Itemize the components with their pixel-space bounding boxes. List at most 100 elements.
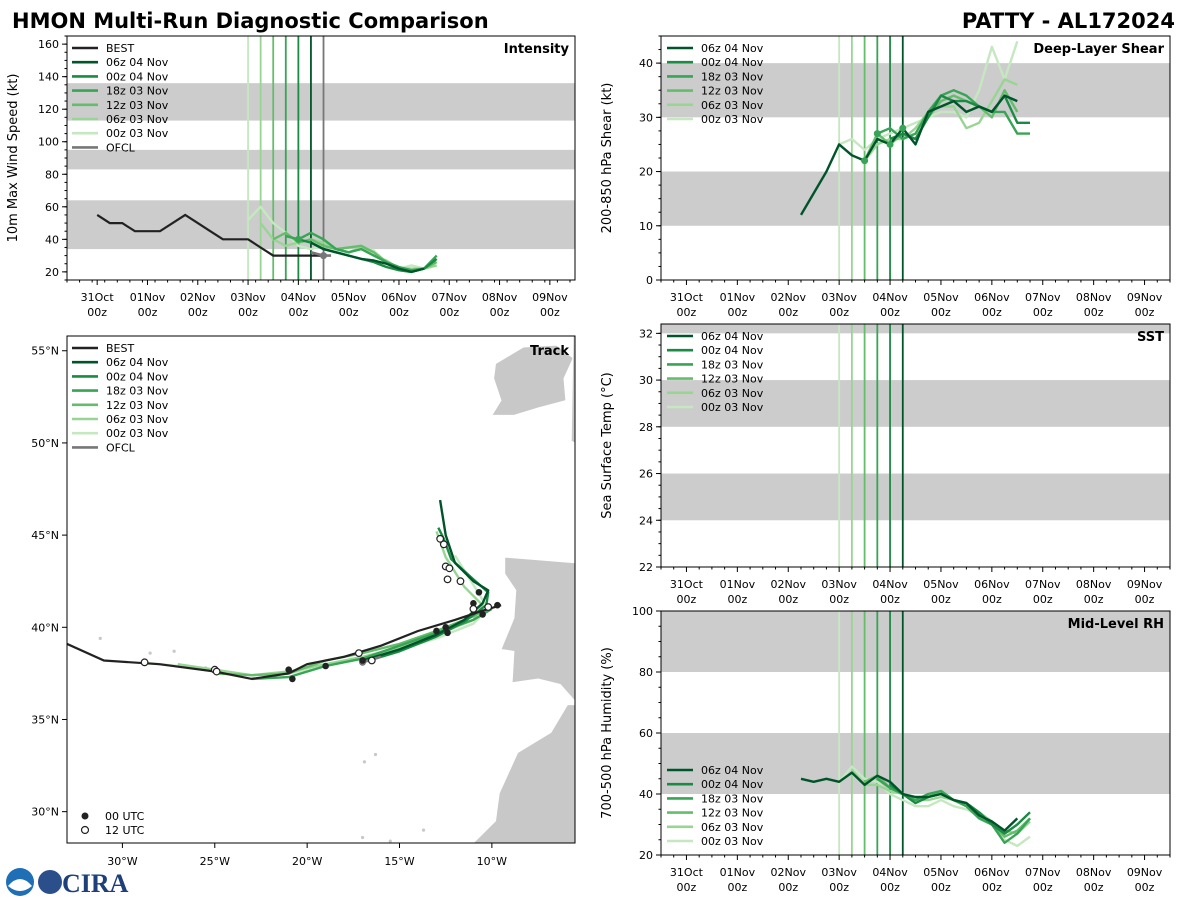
y-tick-label: 20 — [639, 166, 653, 179]
x-tick-label: 08Nov — [1076, 578, 1112, 591]
x-tick-label: 00z — [1033, 881, 1053, 894]
y-axis-label: Sea Surface Temp (°C) — [600, 372, 615, 519]
y-tick-label: 22 — [639, 561, 653, 574]
cira-logo-text: CIRA — [62, 869, 129, 898]
shade-band — [67, 83, 575, 121]
legend-label: 18z 03 Nov — [106, 385, 169, 398]
lat-tick-label: 30°N — [31, 806, 59, 819]
legend-label: 06z 03 Nov — [701, 387, 764, 400]
y-tick-label: 20 — [45, 266, 59, 279]
point-12utc — [445, 564, 454, 573]
legend-label: 00z 03 Nov — [701, 835, 764, 848]
series-line-00z-04-Nov — [889, 94, 1030, 141]
legend-label: 12z 03 Nov — [106, 99, 169, 112]
data-marker — [886, 140, 894, 148]
data-marker — [294, 235, 302, 243]
x-tick-label: 02Nov — [771, 291, 807, 304]
island — [172, 649, 176, 653]
x-tick-label: 00z — [931, 881, 951, 894]
storm-id-title: PATTY - AL172024 — [962, 9, 1175, 33]
x-tick-label: 31Oct — [670, 291, 704, 304]
y-tick-label: 60 — [45, 201, 59, 214]
y-tick-label: 40 — [639, 57, 653, 70]
point-00utc — [442, 623, 449, 631]
island — [360, 835, 365, 840]
noaa-wave-icon — [8, 879, 32, 891]
point-00utc — [470, 600, 477, 607]
legend-label: 18z 03 Nov — [701, 70, 764, 83]
legend-label: 12z 03 Nov — [701, 85, 764, 98]
legend-label: 00 UTC — [105, 810, 145, 823]
x-tick-label: 01Nov — [130, 291, 166, 304]
point-00utc — [494, 601, 501, 609]
x-tick-label: 00z — [778, 306, 798, 319]
x-tick-label: 00z — [880, 881, 900, 894]
x-tick-label: 00z — [727, 593, 747, 606]
x-tick-label: 00z — [288, 306, 308, 319]
x-tick-label: 04Nov — [872, 866, 908, 879]
island — [388, 839, 392, 843]
best-track — [67, 604, 502, 681]
y-tick-label: 140 — [38, 71, 59, 84]
legend-label: 12z 03 Nov — [106, 399, 169, 412]
shear-panel: 0 10 20 30 40 31Oct 00z 01Nov 00z 02Nov 00z 03Nov 00… — [600, 35, 1171, 319]
series-line-06z-04-Nov — [799, 94, 1018, 216]
panel-title: Intensity — [504, 42, 570, 57]
island — [148, 651, 152, 655]
point-00utc — [289, 675, 296, 683]
x-tick-label: 31Oct — [81, 291, 115, 304]
x-tick-label: 00z — [439, 306, 459, 319]
x-tick-label: 07Nov — [1025, 291, 1061, 304]
point-12utc — [456, 577, 465, 586]
x-tick-label: 00z — [880, 593, 900, 606]
x-tick-label: 08Nov — [1076, 291, 1112, 304]
legend-label: 00z 03 Nov — [701, 113, 764, 126]
data-marker — [320, 252, 328, 260]
y-tick-label: 80 — [45, 168, 59, 181]
figure-title: HMON Multi-Run Diagnostic Comparison — [12, 9, 489, 33]
x-tick-label: 06Nov — [974, 578, 1010, 591]
intensity-panel: 20 40 60 80 100 120 140 160 31Oct 00z 01Nov 00z 02No… — [6, 35, 576, 319]
axes-frame — [66, 335, 576, 844]
legend-label: 00z 04 Nov — [106, 370, 169, 383]
legend-label: 12z 03 Nov — [701, 807, 764, 820]
point-12utc — [484, 603, 493, 611]
shade-band — [661, 63, 1170, 118]
legend-label: 00z 03 Nov — [701, 401, 764, 414]
x-tick-label: 00z — [238, 306, 258, 319]
y-tick-label: 10 — [639, 220, 653, 233]
legend-label: 18z 03 Nov — [701, 792, 764, 805]
point-00utc — [359, 657, 366, 664]
x-tick-label: 03Nov — [821, 866, 857, 879]
x-tick-label: 05Nov — [923, 291, 959, 304]
legend-label: 18z 03 Nov — [701, 358, 764, 371]
island — [98, 636, 102, 640]
x-tick-label: 00z — [339, 306, 359, 319]
x-tick-label: 04Nov — [872, 291, 908, 304]
island — [421, 828, 426, 832]
point-00utc — [285, 666, 292, 673]
x-tick-label: 00z — [1084, 593, 1104, 606]
panel-title: Track — [530, 344, 569, 359]
x-tick-label: 00z — [931, 306, 951, 319]
x-tick-label: 00z — [540, 306, 560, 319]
x-tick-label: 02Nov — [180, 291, 216, 304]
legend-label: 06z 03 Nov — [106, 113, 169, 126]
plot-area — [661, 611, 1170, 855]
x-tick-label: 00z — [1135, 593, 1155, 606]
y-tick-label: 24 — [639, 514, 653, 527]
lon-tick-label: 30°W — [107, 855, 137, 868]
x-tick-label: 00z — [931, 593, 951, 606]
y-tick-label: 100 — [38, 136, 59, 149]
panel-title: Deep-Layer Shear — [1033, 42, 1164, 57]
legend-label: 06z 03 Nov — [106, 413, 169, 426]
y-tick-label: 20 — [639, 849, 653, 862]
legend-label: 00z 04 Nov — [701, 778, 764, 791]
legend-marker-12utc — [80, 825, 90, 835]
legend-label: 00z 04 Nov — [701, 344, 764, 357]
lat-tick-label: 55°N — [31, 345, 59, 358]
y-axis-label: 200-850 hPa Shear (kt) — [600, 83, 615, 234]
series-line-06z-04-Nov — [310, 241, 425, 274]
panel-title: SST — [1137, 330, 1164, 345]
ireland-land — [491, 344, 574, 416]
